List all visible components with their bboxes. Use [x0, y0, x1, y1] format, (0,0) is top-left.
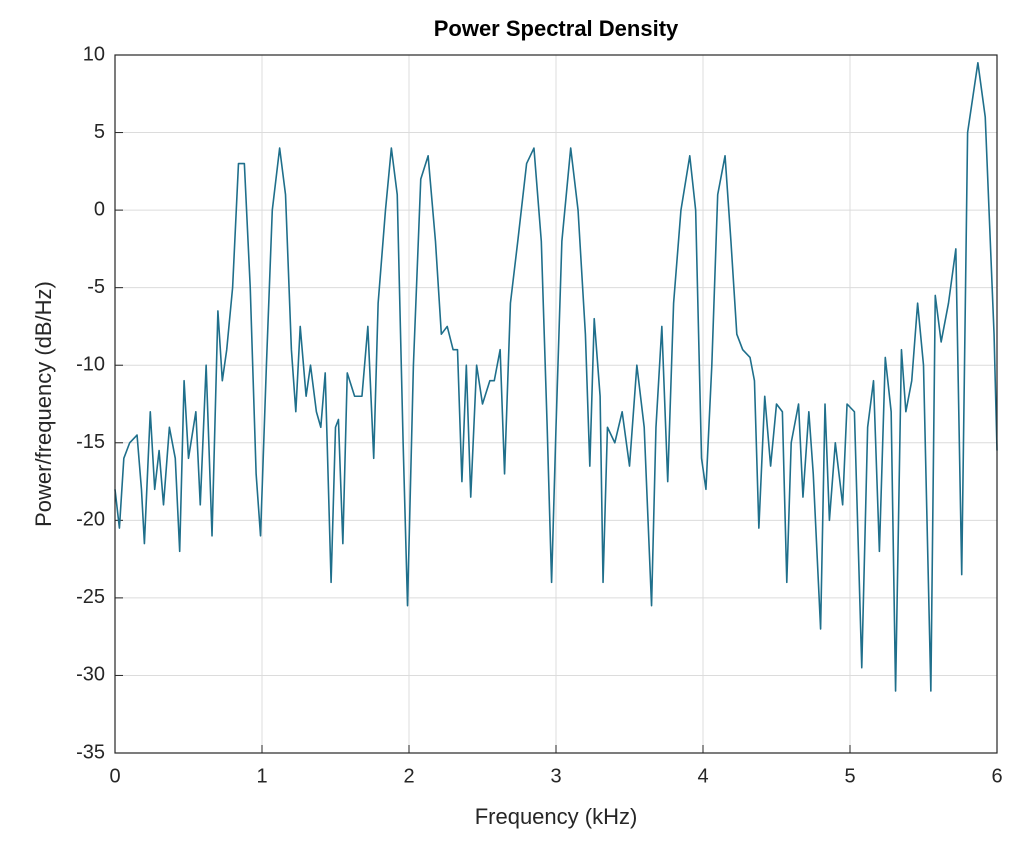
- chart-title: Power Spectral Density: [434, 16, 679, 41]
- plot-frame: [114, 54, 998, 754]
- y-tick-label: -15: [76, 431, 105, 453]
- y-tick-label: -20: [76, 509, 105, 531]
- x-tick-label: 4: [697, 765, 708, 787]
- y-axis-label: Power/frequency (dB/Hz): [31, 281, 56, 527]
- x-tick-label: 5: [844, 765, 855, 787]
- x-tick-label: 1: [256, 765, 267, 787]
- x-tick-label: 6: [991, 765, 1002, 787]
- data-line: [114, 61, 998, 692]
- y-tick-label: -10: [76, 354, 105, 376]
- x-tick-label: 3: [550, 765, 561, 787]
- y-tick-label: 10: [83, 43, 105, 65]
- y-tick-label: 0: [94, 198, 105, 220]
- y-tick-label: -30: [76, 664, 105, 686]
- x-tick-label: 2: [403, 765, 414, 787]
- x-tick-label: 0: [109, 765, 120, 787]
- x-axis-label: Frequency (kHz): [475, 804, 638, 829]
- y-tick-label: -35: [76, 741, 105, 763]
- y-tick-label: 5: [94, 121, 105, 143]
- y-tick-label: -5: [87, 276, 105, 298]
- y-tick-label: -25: [76, 586, 105, 608]
